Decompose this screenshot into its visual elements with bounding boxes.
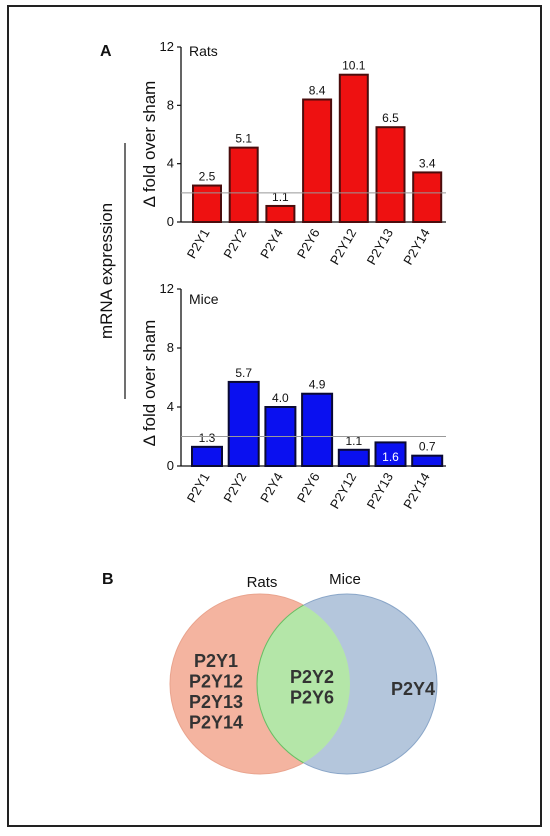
mice-bar [227,380,260,467]
mice-bar [337,448,370,467]
venn-mice-only-list: P2Y4 [391,679,435,699]
panel-letter-b: B [102,571,114,588]
mice-y-tick-label: 4 [167,399,174,414]
rats-category-label: P2Y4 [257,226,286,261]
rats-bar [412,171,443,224]
venn-shared-item: P2Y6 [290,688,334,708]
rats-value-label: 5.1 [235,132,252,146]
mice-chart-title: Mice [189,291,219,307]
rats-chart-title: Rats [189,43,218,59]
venn-overlap-region [256,594,350,774]
mice-bar [374,441,407,467]
rats-value-label: 8.4 [309,84,326,98]
rats-bar [265,204,296,223]
rats-y-tick-label: 12 [160,39,174,54]
figure-frame: A B mRNA expression Δ fold over sham Rat… [7,5,542,827]
venn-rats-only-item: P2Y1 [194,651,238,671]
rats-category-label: P2Y6 [294,226,323,261]
rats-category-label: P2Y2 [220,226,249,261]
rats-value-label: 10.1 [342,59,366,73]
mice-value-label: 4.9 [309,378,326,392]
rats-category-label: P2Y1 [184,226,213,261]
rats-value-label: 3.4 [419,156,436,170]
mice-value-label: 5.7 [235,366,252,380]
mice-y-tick-label: 12 [160,281,174,296]
rats-bar-chart: Δ fold over sham Rats 0 4 8 12 2.5 P2Y1 5.1 P2Y… [140,39,446,267]
shared-ylabel: mRNA expression [97,203,116,339]
mice-value-label: 1.1 [345,434,362,448]
venn-rats-only-item: P2Y14 [189,713,243,733]
rats-y-axis-title: Δ fold over sham [140,81,159,208]
mice-value-label: 1.3 [199,431,216,445]
rats-bar [192,184,222,224]
mice-category-label: P2Y1 [184,470,213,505]
mice-y-tick-label: 0 [167,458,174,473]
venn-shared-item: P2Y2 [290,667,334,687]
rats-value-label: 6.5 [382,111,399,125]
rats-y-tick-label: 4 [167,156,174,171]
rats-y-tick-label: 0 [167,214,174,229]
mice-category-label: P2Y2 [220,470,249,505]
mice-y-axis-title: Δ fold over sham [140,320,159,447]
rats-bar [302,98,333,223]
mice-bar [411,454,444,467]
mice-value-label: 0.7 [419,440,436,454]
mice-value-label: 1.6 [382,450,399,464]
mice-y-tick-label: 8 [167,340,174,355]
venn-mice-label: Mice [329,571,361,588]
rats-category-label: P2Y14 [400,226,433,267]
mice-category-label: P2Y12 [327,470,360,511]
rats-value-label: 1.1 [272,190,289,204]
rats-category-label: P2Y12 [327,226,360,267]
rats-bar [375,126,406,223]
panel-letter-a: A [100,43,112,60]
mice-category-label: P2Y4 [257,470,286,505]
mice-category-label: P2Y6 [294,470,323,505]
venn-rats-only-item: P2Y12 [189,672,243,692]
rats-value-label: 2.5 [199,170,216,184]
figure-canvas: A B mRNA expression Δ fold over sham Rat… [97,39,446,775]
rats-bar [228,146,259,223]
venn-rats-label: Rats [247,574,278,591]
mice-bar [191,445,223,468]
venn-mice-only-item: P2Y4 [391,679,435,699]
mice-category-label: P2Y14 [400,470,433,511]
rats-y-tick-label: 8 [167,97,174,112]
rats-category-label: P2Y13 [364,226,397,267]
mice-category-label: P2Y13 [364,470,397,511]
venn-rats-only-item: P2Y13 [189,692,243,712]
mice-value-label: 4.0 [272,391,289,405]
mice-bar [301,392,334,468]
rats-bar [338,73,369,224]
mice-bar-chart: Δ fold over sham Mice 0 4 8 12 1.3 P2Y1 5.7 P2Y… [140,281,446,511]
